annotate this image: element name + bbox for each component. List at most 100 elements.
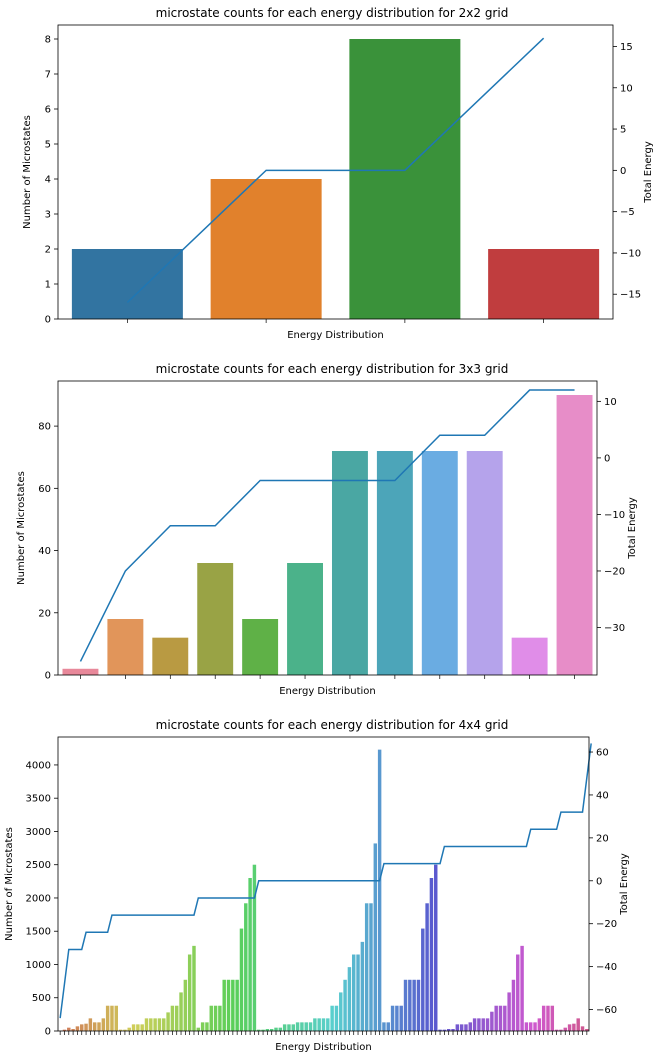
y-tick-label: 3 bbox=[45, 210, 51, 221]
bar-120 bbox=[572, 1023, 576, 1031]
bar-5 bbox=[75, 1026, 80, 1031]
bar-series bbox=[58, 749, 589, 1031]
y2-tick-label: 0 bbox=[620, 166, 626, 177]
bar-6 bbox=[287, 563, 323, 675]
bar-2 bbox=[62, 1029, 67, 1031]
bar-13 bbox=[110, 1005, 114, 1031]
bar-26 bbox=[166, 1012, 170, 1031]
bar-115 bbox=[550, 1005, 555, 1031]
bar-111 bbox=[533, 1022, 537, 1031]
bar-2 bbox=[107, 619, 144, 675]
bar-21 bbox=[144, 1018, 149, 1031]
bar-1 bbox=[71, 249, 183, 319]
bar-123 bbox=[585, 1029, 589, 1031]
bar-102 bbox=[494, 1005, 498, 1031]
bar-36 bbox=[209, 1005, 213, 1031]
plot-frame bbox=[57, 736, 590, 1032]
bar-98 bbox=[477, 1018, 481, 1031]
y2-tick-label: 0 bbox=[604, 453, 610, 464]
left-axis-ticks: 0 1 2 3 4 5 6 7 8 bbox=[45, 35, 58, 326]
chart-title: microstate counts for each energy distri… bbox=[156, 6, 509, 20]
bar-101 bbox=[490, 1011, 494, 1031]
right-axis-ticks: −30 −20 −10 0 10 bbox=[597, 397, 625, 634]
chart-title: microstate counts for each energy distri… bbox=[156, 362, 509, 376]
bar-10 bbox=[466, 451, 503, 675]
bar-11 bbox=[101, 1018, 106, 1031]
y-tick-label: 2000 bbox=[26, 893, 51, 904]
plot-frame bbox=[57, 380, 598, 676]
y-tick-label: 7 bbox=[45, 70, 51, 81]
bar-5 bbox=[242, 619, 279, 675]
bar-96 bbox=[468, 1022, 472, 1031]
bar-1 bbox=[62, 668, 99, 675]
bar-92 bbox=[451, 1029, 455, 1031]
y2-tick-label: 10 bbox=[604, 397, 617, 408]
y-tick-label: 3500 bbox=[26, 794, 51, 805]
bar-series bbox=[71, 39, 600, 319]
y2-tick-label: 15 bbox=[620, 42, 633, 53]
y-tick-label: 5 bbox=[45, 140, 51, 151]
bar-8 bbox=[376, 451, 413, 675]
bar-57 bbox=[300, 1022, 304, 1031]
total-energy-line bbox=[79, 389, 575, 662]
y2-tick-label: 20 bbox=[596, 833, 609, 844]
y2-tick-label: −40 bbox=[596, 962, 617, 973]
bar-55 bbox=[291, 1024, 295, 1031]
total-energy-line bbox=[126, 37, 545, 304]
bar-44 bbox=[244, 903, 248, 1031]
bar-112 bbox=[537, 1018, 542, 1031]
bar-54 bbox=[287, 1024, 291, 1031]
bar-49 bbox=[265, 1029, 270, 1031]
bar-47 bbox=[257, 1029, 261, 1031]
bar-82 bbox=[408, 979, 412, 1031]
bar-14 bbox=[114, 1005, 118, 1031]
y-axis-label: Number of Microstates bbox=[16, 471, 27, 585]
bar-12 bbox=[556, 395, 593, 675]
x-axis-label: Energy Distribution bbox=[287, 330, 384, 341]
bar-60 bbox=[313, 1018, 317, 1031]
bar-118 bbox=[563, 1027, 567, 1031]
bar-48 bbox=[261, 1029, 265, 1031]
y-tick-label: 3000 bbox=[26, 827, 51, 838]
bar-105 bbox=[507, 992, 511, 1031]
bar-37 bbox=[213, 1005, 218, 1031]
bar-6 bbox=[80, 1024, 84, 1031]
bar-30 bbox=[183, 979, 188, 1031]
y2-tick-label: 40 bbox=[596, 790, 609, 801]
bar-62 bbox=[321, 1018, 326, 1031]
bar-15 bbox=[118, 1029, 123, 1031]
bar-109 bbox=[524, 1022, 529, 1031]
y-axis-label: Number of Microstates bbox=[22, 115, 33, 229]
bar-84 bbox=[416, 979, 421, 1031]
bar-121 bbox=[576, 1018, 580, 1031]
bar-106 bbox=[511, 979, 516, 1031]
bar-116 bbox=[554, 1029, 559, 1031]
right-axis-ticks: −60 −40 −20 0 20 40 60 bbox=[589, 748, 617, 1016]
y2-tick-label: 0 bbox=[596, 876, 602, 887]
y-tick-label: 20 bbox=[38, 608, 51, 619]
bar-8 bbox=[88, 1018, 93, 1031]
right-axis-ticks: −15 −10 −5 0 5 10 15 bbox=[613, 42, 641, 301]
bar-9 bbox=[92, 1022, 97, 1031]
y-axis-label: Number of Microstates bbox=[4, 827, 15, 941]
y2-tick-label: 5 bbox=[620, 125, 626, 136]
bar-119 bbox=[567, 1024, 572, 1031]
bar-86 bbox=[425, 903, 429, 1031]
bar-85 bbox=[421, 928, 425, 1031]
chart-panel-3x3: microstate counts for each energy distri… bbox=[16, 362, 638, 697]
y2-tick-label: −5 bbox=[620, 207, 635, 218]
bar-107 bbox=[516, 954, 520, 1031]
total-energy-line bbox=[59, 743, 592, 1019]
x-axis-ticks bbox=[59, 1031, 588, 1035]
bar-17 bbox=[127, 1027, 131, 1031]
bar-25 bbox=[162, 1018, 166, 1031]
y-tick-label: 1000 bbox=[26, 960, 51, 971]
bar-83 bbox=[412, 979, 416, 1031]
x-axis-ticks bbox=[80, 675, 575, 679]
bar-33 bbox=[196, 1027, 201, 1031]
bar-51 bbox=[274, 1027, 278, 1031]
bar-20 bbox=[140, 1024, 144, 1031]
left-axis-ticks: 0 20 40 60 80 bbox=[38, 422, 58, 682]
bar-73 bbox=[369, 903, 373, 1031]
